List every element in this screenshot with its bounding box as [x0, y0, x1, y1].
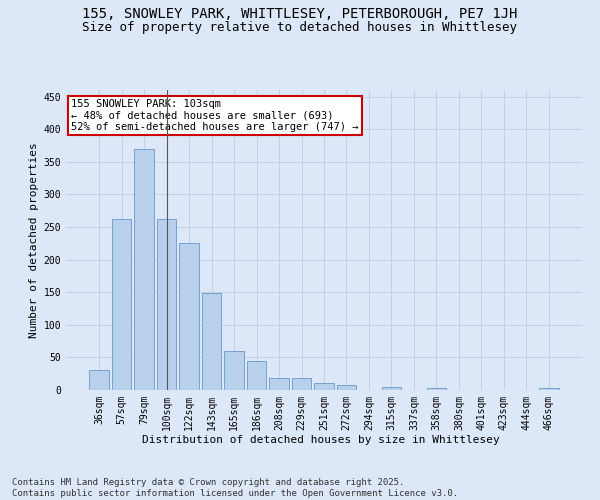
Bar [112, 219, 131, 390]
Bar [382, 386, 401, 390]
Bar [337, 386, 356, 390]
Y-axis label: Number of detached properties: Number of detached properties [29, 142, 40, 338]
Bar [224, 351, 244, 390]
Bar [247, 360, 266, 390]
Text: Distribution of detached houses by size in Whittlesey: Distribution of detached houses by size … [142, 435, 500, 445]
Bar [157, 219, 176, 390]
Bar [89, 370, 109, 390]
Text: Size of property relative to detached houses in Whittlesey: Size of property relative to detached ho… [83, 21, 517, 34]
Text: 155 SNOWLEY PARK: 103sqm
← 48% of detached houses are smaller (693)
52% of semi-: 155 SNOWLEY PARK: 103sqm ← 48% of detach… [71, 99, 359, 132]
Bar [202, 294, 221, 390]
Bar [427, 388, 446, 390]
Bar [292, 378, 311, 390]
Bar [539, 388, 559, 390]
Bar [269, 378, 289, 390]
Bar [179, 242, 199, 390]
Bar [134, 148, 154, 390]
Text: Contains HM Land Registry data © Crown copyright and database right 2025.
Contai: Contains HM Land Registry data © Crown c… [12, 478, 458, 498]
Text: 155, SNOWLEY PARK, WHITTLESEY, PETERBOROUGH, PE7 1JH: 155, SNOWLEY PARK, WHITTLESEY, PETERBORO… [82, 8, 518, 22]
Bar [314, 384, 334, 390]
